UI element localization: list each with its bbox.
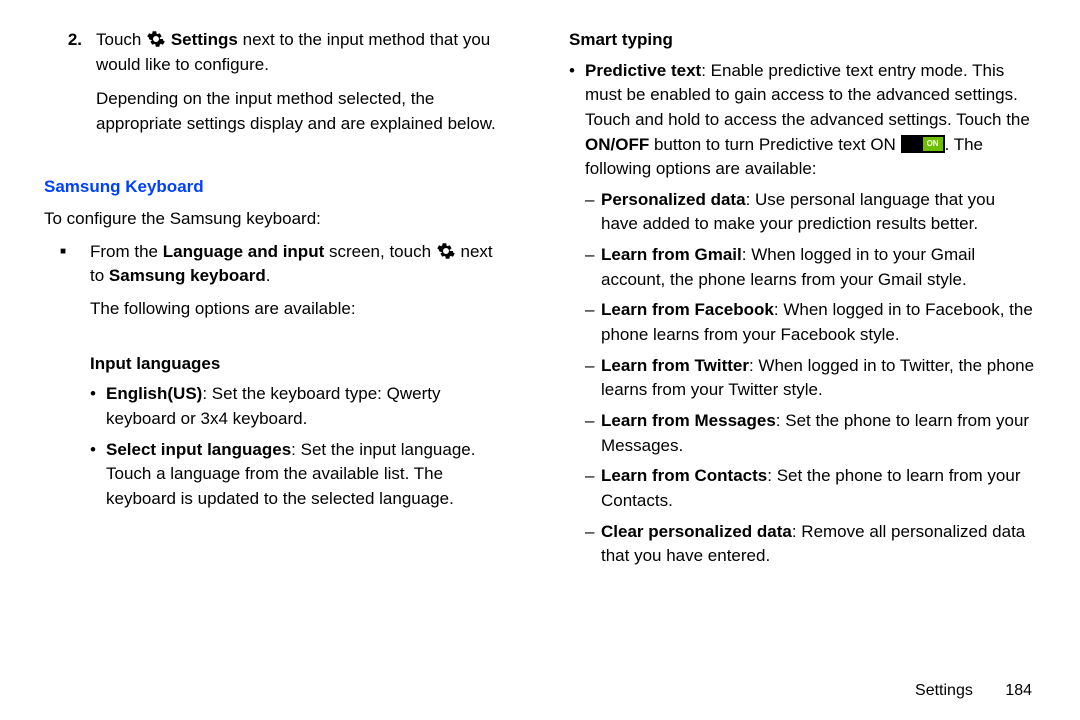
- left-column: 2. Touch Settings next to the input meth…: [44, 28, 515, 702]
- bold: Learn from Facebook: [601, 300, 774, 319]
- settings-label: Settings: [166, 30, 238, 49]
- page-number: 184: [1005, 679, 1032, 702]
- dash-body: Clear personalized data: Remove all pers…: [601, 520, 1036, 569]
- dash-body: Learn from Messages: Set the phone to le…: [601, 409, 1036, 458]
- square-body: From the Language and input screen, touc…: [90, 240, 511, 330]
- dash-mark: –: [585, 354, 601, 403]
- bullet-predictive-text: • Predictive text: Enable predictive tex…: [569, 59, 1036, 182]
- dash-mark: –: [585, 298, 601, 347]
- dash-mark: –: [585, 520, 601, 569]
- bullet-body: English(US): Set the keyboard type: Qwer…: [106, 382, 511, 431]
- text: screen, touch: [324, 242, 436, 261]
- dash-body: Learn from Contacts: Set the phone to le…: [601, 464, 1036, 513]
- dash-learn-twitter: – Learn from Twitter: When logged in to …: [585, 354, 1036, 403]
- dash-mark: –: [585, 409, 601, 458]
- on-toggle-icon: [901, 135, 945, 153]
- bold: Learn from Messages: [601, 411, 776, 430]
- subhead-smart-typing: Smart typing: [569, 28, 1036, 53]
- bold: ON/OFF: [585, 135, 649, 154]
- subhead-input-languages: Input languages: [90, 352, 511, 377]
- dash-learn-contacts: – Learn from Contacts: Set the phone to …: [585, 464, 1036, 513]
- square-p2: The following options are available:: [90, 297, 511, 322]
- bullet-mark: •: [569, 59, 585, 182]
- dash-body: Personalized data: Use personal language…: [601, 188, 1036, 237]
- dash-body: Learn from Facebook: When logged in to F…: [601, 298, 1036, 347]
- bullet-english-us: • English(US): Set the keyboard type: Qw…: [90, 382, 511, 431]
- step-2-p1: Touch Settings next to the input method …: [96, 28, 511, 77]
- section-heading-samsung-keyboard: Samsung Keyboard: [44, 175, 511, 200]
- text: .: [266, 266, 271, 285]
- bullet-body: Predictive text: Enable predictive text …: [585, 59, 1036, 182]
- bold: Learn from Contacts: [601, 466, 767, 485]
- square-mark: ■: [60, 240, 90, 330]
- dash-body: Learn from Gmail: When logged in to your…: [601, 243, 1036, 292]
- bullet-mark: •: [90, 382, 106, 431]
- bold: Learn from Gmail: [601, 245, 742, 264]
- bold: Personalized data: [601, 190, 746, 209]
- footer-section-label: Settings: [915, 682, 973, 699]
- gear-icon: [436, 242, 456, 260]
- square-bullet: ■ From the Language and input screen, to…: [60, 240, 511, 330]
- page-footer: Settings 184: [915, 679, 1032, 702]
- dash-personalized-data: – Personalized data: Use personal langua…: [585, 188, 1036, 237]
- dash-clear-personalized: – Clear personalized data: Remove all pe…: [585, 520, 1036, 569]
- step-body: Touch Settings next to the input method …: [96, 28, 511, 147]
- dash-mark: –: [585, 188, 601, 237]
- page: 2. Touch Settings next to the input meth…: [44, 28, 1036, 702]
- square-p1: From the Language and input screen, touc…: [90, 240, 511, 289]
- bullet-select-input-languages: • Select input languages: Set the input …: [90, 438, 511, 512]
- text: button to turn Predictive text ON: [649, 135, 900, 154]
- dash-learn-gmail: – Learn from Gmail: When logged in to yo…: [585, 243, 1036, 292]
- bold: Samsung keyboard: [109, 266, 266, 285]
- bold: Clear personalized data: [601, 522, 792, 541]
- dash-learn-facebook: – Learn from Facebook: When logged in to…: [585, 298, 1036, 347]
- step-2: 2. Touch Settings next to the input meth…: [44, 28, 511, 147]
- bold: Select input languages: [106, 440, 291, 459]
- bold: Language and input: [163, 242, 325, 261]
- bold: English(US): [106, 384, 202, 403]
- intro-line: To configure the Samsung keyboard:: [44, 207, 511, 232]
- bold: Predictive text: [585, 61, 701, 80]
- dash-mark: –: [585, 243, 601, 292]
- bullet-body: Select input languages: Set the input la…: [106, 438, 511, 512]
- dash-mark: –: [585, 464, 601, 513]
- bullet-mark: •: [90, 438, 106, 512]
- dash-learn-messages: – Learn from Messages: Set the phone to …: [585, 409, 1036, 458]
- dash-body: Learn from Twitter: When logged in to Tw…: [601, 354, 1036, 403]
- gear-icon: [146, 30, 166, 48]
- text: From the: [90, 242, 163, 261]
- right-column: Smart typing • Predictive text: Enable p…: [565, 28, 1036, 702]
- bold: Learn from Twitter: [601, 356, 749, 375]
- step-number: 2.: [44, 28, 96, 147]
- text: Touch: [96, 30, 146, 49]
- step-2-p2: Depending on the input method selected, …: [96, 87, 511, 136]
